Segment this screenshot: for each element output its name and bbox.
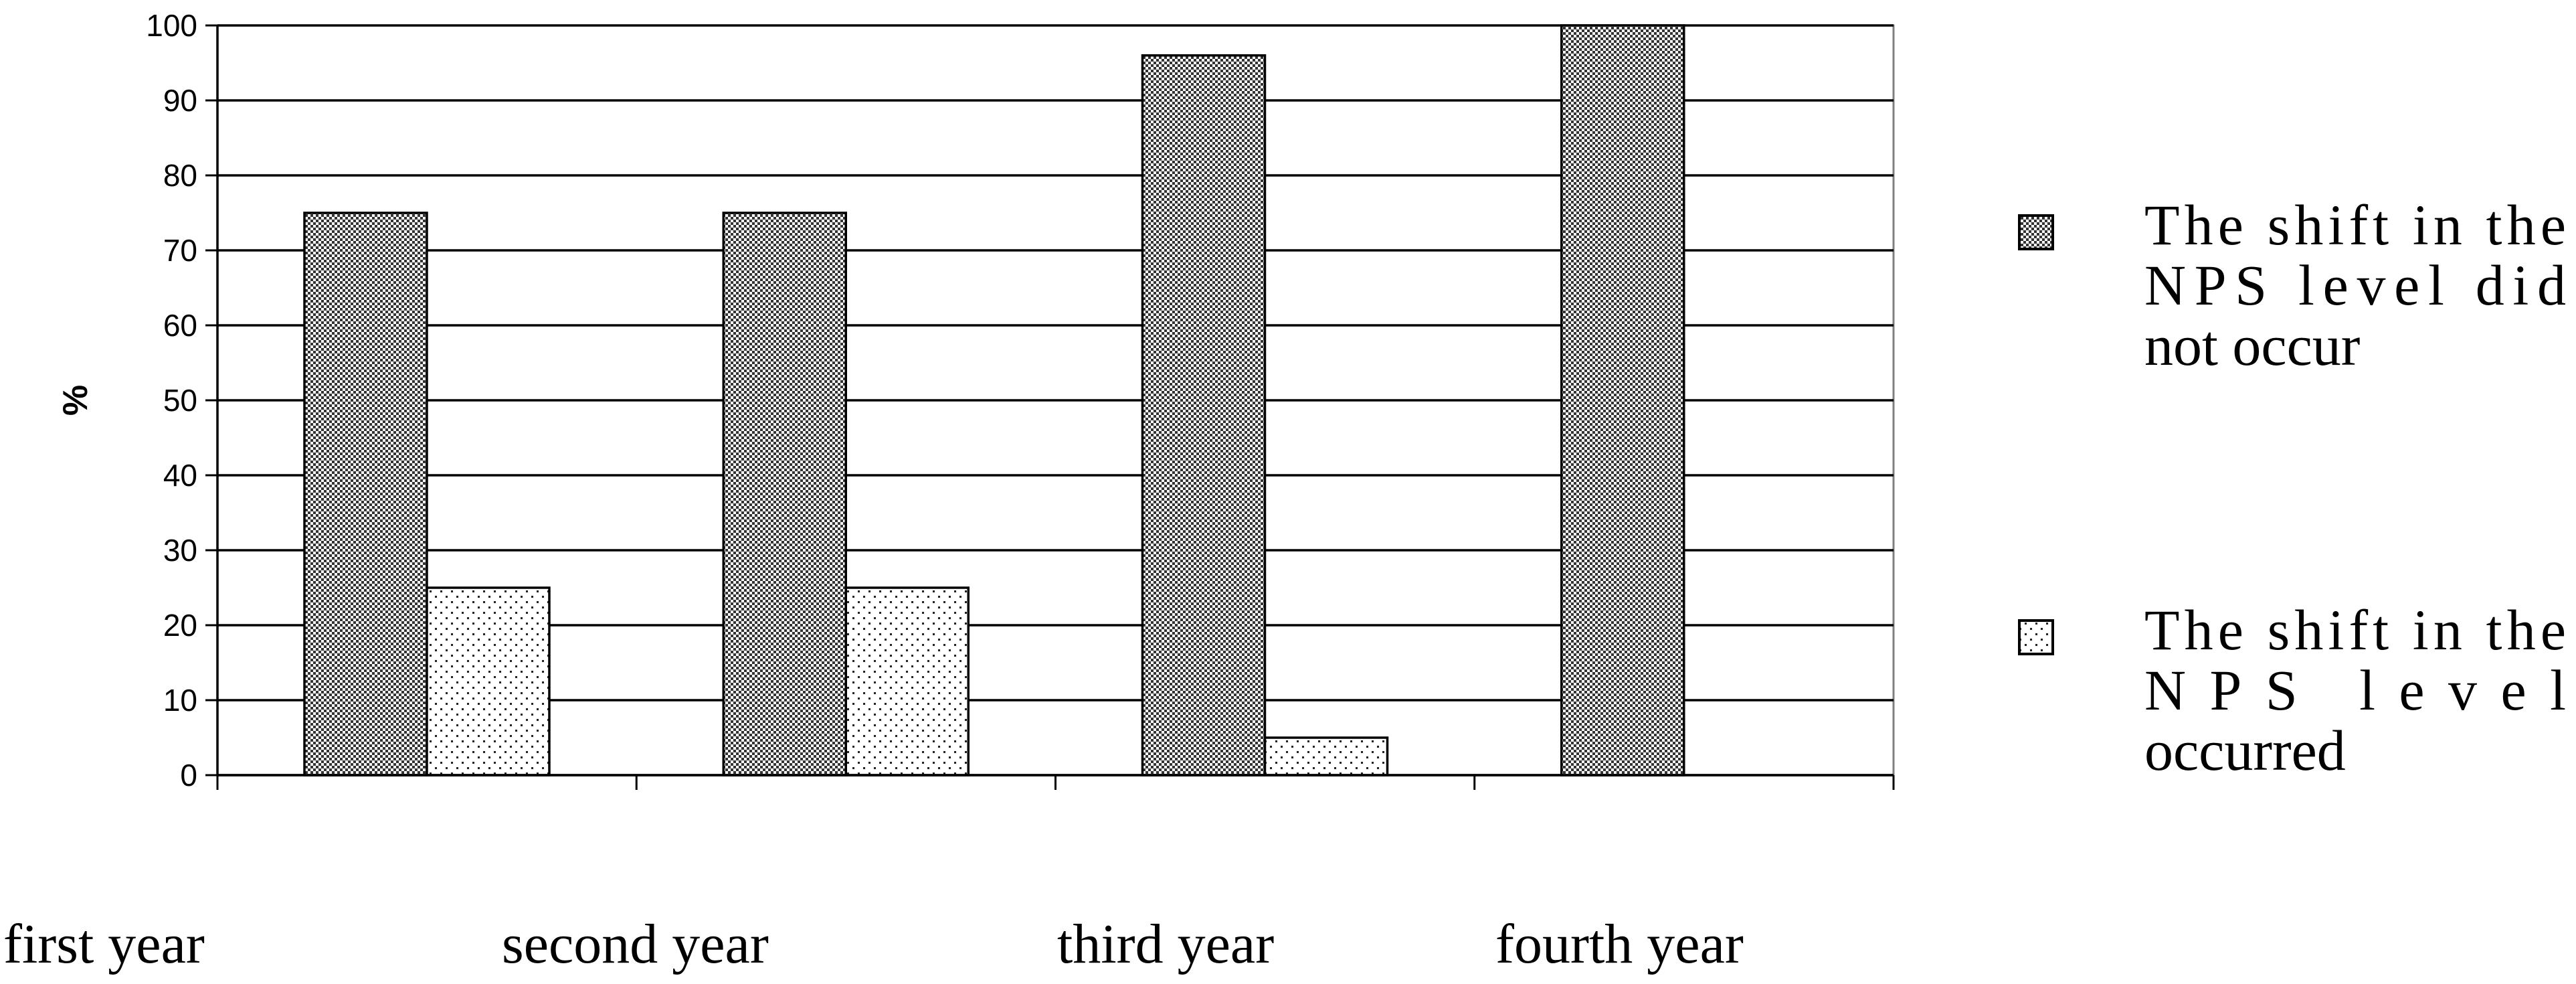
- x-category-label: first year: [3, 913, 205, 975]
- legend-label-line: NPS level: [2144, 658, 2566, 722]
- x-category-label: third year: [1057, 913, 1274, 975]
- y-tick-label: 40: [163, 458, 197, 493]
- y-tick-label: 70: [163, 233, 197, 268]
- bar-shift-did-not-occur: [303, 212, 428, 776]
- y-tick-label: 100: [146, 8, 197, 43]
- bar-shift-did-not-occur: [722, 212, 847, 776]
- y-tick-label: 50: [163, 383, 197, 418]
- y-tick-label: 10: [163, 683, 197, 718]
- legend-label-line: NPS level did: [2144, 253, 2566, 317]
- legend-label-line: not occur: [2144, 313, 2360, 378]
- bar-shift-occurred: [844, 586, 970, 776]
- y-tick-label: 0: [180, 758, 197, 793]
- y-tick-label: 80: [163, 158, 197, 193]
- legend-swatch-occurred: [2018, 619, 2054, 655]
- y-tick-label: 30: [163, 533, 197, 568]
- x-category-label: fourth year: [1495, 913, 1744, 975]
- bar-shift-did-not-occur: [1560, 24, 1685, 776]
- legend-label-line: The shift in the: [2144, 598, 2566, 662]
- legend-label-line: occurred: [2144, 718, 2346, 783]
- legend-swatch-did-not-occur: [2018, 214, 2054, 250]
- bar-shift-did-not-occur: [1141, 54, 1267, 776]
- legend-label-line: The shift in the: [2144, 193, 2566, 257]
- y-axis-label: %: [56, 385, 95, 416]
- y-tick-label: 20: [163, 608, 197, 643]
- bar-shift-occurred: [1263, 736, 1389, 776]
- y-tick-label: 60: [163, 308, 197, 343]
- y-tick-label: 90: [163, 83, 197, 118]
- bar-shift-occurred: [426, 586, 551, 776]
- x-category-label: second year: [502, 913, 769, 975]
